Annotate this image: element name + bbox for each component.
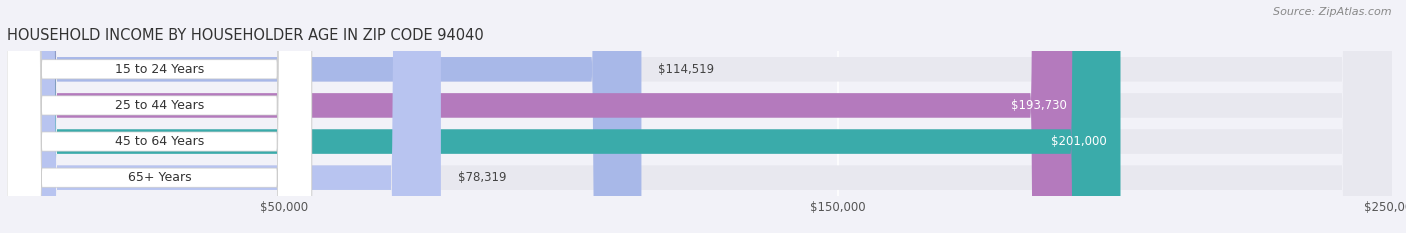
FancyBboxPatch shape [7, 0, 641, 233]
FancyBboxPatch shape [7, 0, 1121, 233]
Text: $201,000: $201,000 [1050, 135, 1107, 148]
FancyBboxPatch shape [7, 0, 312, 233]
FancyBboxPatch shape [7, 0, 312, 233]
Text: 15 to 24 Years: 15 to 24 Years [115, 63, 204, 76]
FancyBboxPatch shape [7, 0, 1392, 233]
FancyBboxPatch shape [7, 0, 1392, 233]
Text: 45 to 64 Years: 45 to 64 Years [115, 135, 204, 148]
FancyBboxPatch shape [7, 0, 312, 233]
Text: Source: ZipAtlas.com: Source: ZipAtlas.com [1274, 7, 1392, 17]
FancyBboxPatch shape [7, 0, 1392, 233]
FancyBboxPatch shape [7, 0, 312, 233]
FancyBboxPatch shape [7, 0, 1392, 233]
Text: 25 to 44 Years: 25 to 44 Years [115, 99, 204, 112]
Text: $78,319: $78,319 [457, 171, 506, 184]
Text: $114,519: $114,519 [658, 63, 714, 76]
Text: HOUSEHOLD INCOME BY HOUSEHOLDER AGE IN ZIP CODE 94040: HOUSEHOLD INCOME BY HOUSEHOLDER AGE IN Z… [7, 28, 484, 43]
FancyBboxPatch shape [7, 0, 1080, 233]
FancyBboxPatch shape [7, 0, 441, 233]
Text: 65+ Years: 65+ Years [128, 171, 191, 184]
Text: $193,730: $193,730 [1011, 99, 1066, 112]
